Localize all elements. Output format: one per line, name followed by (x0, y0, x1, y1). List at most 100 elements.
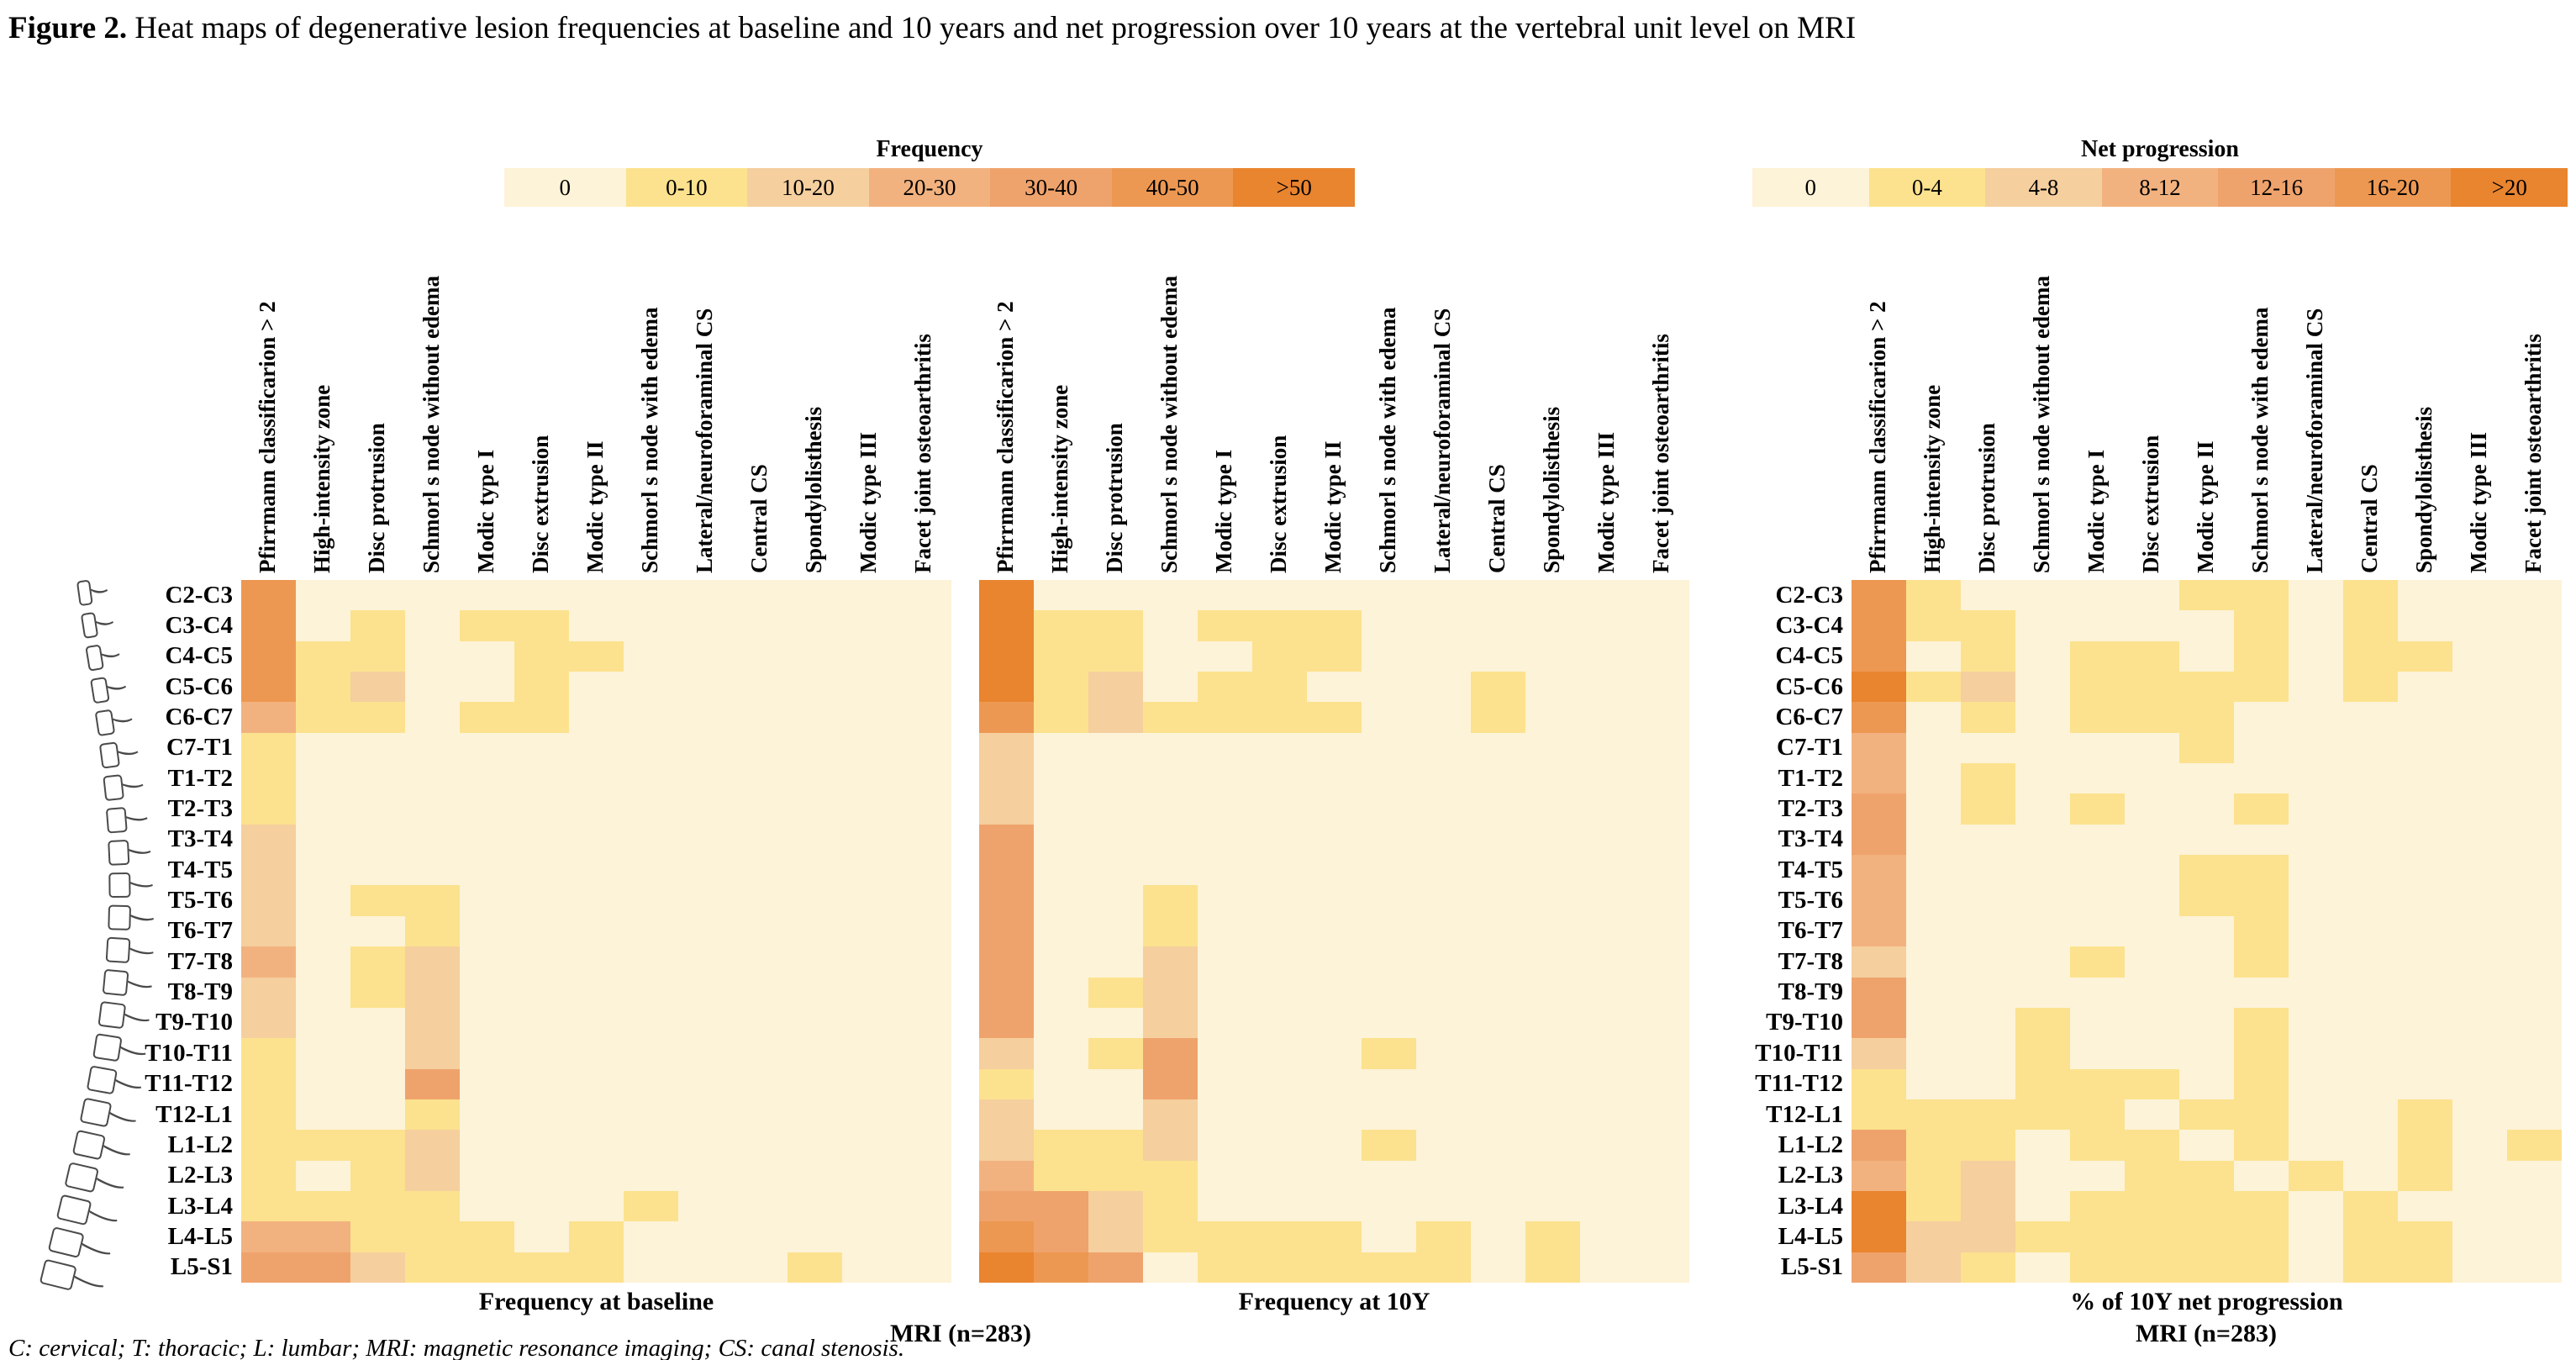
heatmap-cell (2015, 1252, 2070, 1283)
heatmap-cell (569, 1160, 624, 1191)
row-label: T12-L1 (155, 1100, 233, 1128)
heatmap-cell (1198, 885, 1252, 916)
heatmap-cell (1088, 1099, 1143, 1131)
heatmap-cell (2507, 1252, 2562, 1283)
heatmap-cell (2015, 1007, 2070, 1039)
heatmap-cell (842, 824, 897, 856)
heatmap-cell (2015, 1130, 2070, 1161)
heatmap-cell (2015, 1190, 2070, 1222)
heatmap-cell (897, 824, 951, 856)
heatmap-cell (2507, 1160, 2562, 1191)
heatmap-cell (1961, 915, 2015, 947)
heatmap-cell (1852, 977, 1906, 1008)
heatmap-cell (1635, 732, 1689, 764)
heatmap-cell (2343, 1130, 2398, 1161)
heatmap-cell (1143, 732, 1198, 764)
heatmap-cell (2343, 610, 2398, 641)
heatmap-cell (1307, 732, 1362, 764)
heatmap-cell (2343, 855, 2398, 886)
row-label: T7-T8 (1778, 947, 1843, 975)
heatmap-cell (897, 915, 951, 947)
row-label: L2-L3 (1778, 1162, 1843, 1189)
heatmap1-column-headers: Pfirrmann classificarion > 2 High-intensi… (241, 244, 951, 573)
heatmap-cell (2070, 672, 2125, 703)
heatmap-cell (733, 732, 788, 764)
heatmap-cell (2234, 1160, 2289, 1191)
heatmap-cell (788, 702, 842, 733)
heatmap-cell (788, 1038, 842, 1069)
heatmap-cell (1852, 915, 1906, 947)
heatmap-cell (569, 763, 624, 794)
heatmap-cell (788, 1130, 842, 1161)
heatmap-cell (2070, 1252, 2125, 1283)
heatmap-cell (979, 1038, 1034, 1069)
vertebra-shape (97, 1001, 126, 1029)
heatmap-cell (2452, 793, 2507, 825)
heatmap-cell (1034, 640, 1088, 672)
column-header: Modic type III (842, 244, 897, 573)
heatmap-cell (1198, 763, 1252, 794)
heatmap-cell (514, 1038, 569, 1069)
column-header-label: Disc protrusion (363, 423, 389, 573)
heatmap-cell (733, 1221, 788, 1252)
heatmap-cell (624, 946, 678, 978)
heatmap-cell (1143, 580, 1198, 611)
heatmap-cell (1961, 1252, 2015, 1283)
heatmap-cell (2070, 915, 2125, 947)
caption-map3: % of 10Y net progression (2070, 1288, 2343, 1315)
heatmap-cell (1635, 855, 1689, 886)
vertebra-shape (103, 969, 129, 996)
heatmap-cell (2179, 1221, 2234, 1252)
heatmap-cell (241, 855, 296, 886)
heatmap-cell (2452, 763, 2507, 794)
legend-bin: 12-16 (2218, 168, 2335, 207)
heatmap-cell (1635, 1099, 1689, 1131)
heatmap-cell (1362, 702, 1416, 733)
heatmap-cell (2125, 1190, 2179, 1222)
column-header-label: Modic type I (472, 450, 498, 573)
heatmap-cell (296, 1130, 350, 1161)
heatmap-cell (1034, 1068, 1088, 1099)
heatmap-cell (1362, 915, 1416, 947)
heatmap-cell (1252, 1099, 1307, 1131)
heatmap-cell (1635, 1160, 1689, 1191)
heatmap-cell (979, 580, 1034, 611)
heatmap-cell (842, 672, 897, 703)
heatmap-cell (296, 1007, 350, 1039)
heatmap-cell (2507, 977, 2562, 1008)
heatmap-cell (979, 610, 1034, 641)
legend-bin: 40-50 (1111, 168, 1234, 207)
heatmap-cell (1252, 1160, 1307, 1191)
heatmap-cell (1852, 580, 1906, 611)
heatmap-cell (2452, 1160, 2507, 1191)
heatmap-cell (2452, 885, 2507, 916)
row-label: L1-L2 (1778, 1131, 1843, 1158)
row-label: T11-T12 (1755, 1070, 1843, 1098)
heatmap-cell (678, 824, 733, 856)
heatmap-cell (1198, 672, 1252, 703)
heatmap-cell (1906, 1068, 1961, 1099)
heatmap-cell (1961, 702, 2015, 733)
heatmap-cell (1307, 763, 1362, 794)
heatmap-cell (1088, 855, 1143, 886)
heatmap-cell (2507, 1038, 2562, 1069)
heatmap-cell (1252, 946, 1307, 978)
heatmap-cell (2125, 640, 2179, 672)
heatmap-cell (2343, 977, 2398, 1008)
legend-bin: 0-4 (1868, 168, 1986, 207)
heatmap-cell (897, 1007, 951, 1039)
heatmap-cell (2289, 1007, 2343, 1039)
heatmap-cell (569, 1252, 624, 1283)
heatmap-cell (788, 855, 842, 886)
row-label: T4-T5 (167, 856, 233, 883)
heatmap-cell (2070, 1190, 2125, 1222)
heatmap-cell (569, 946, 624, 978)
heatmap-cell (241, 702, 296, 733)
heatmap-cell (979, 915, 1034, 947)
heatmap-cell (1307, 946, 1362, 978)
heatmap-cell (1525, 1252, 1580, 1283)
heatmap-cell (514, 1221, 569, 1252)
heatmap-cell (678, 1190, 733, 1222)
row-label: C2-C3 (165, 581, 233, 609)
heatmap-cell (2070, 732, 2125, 764)
